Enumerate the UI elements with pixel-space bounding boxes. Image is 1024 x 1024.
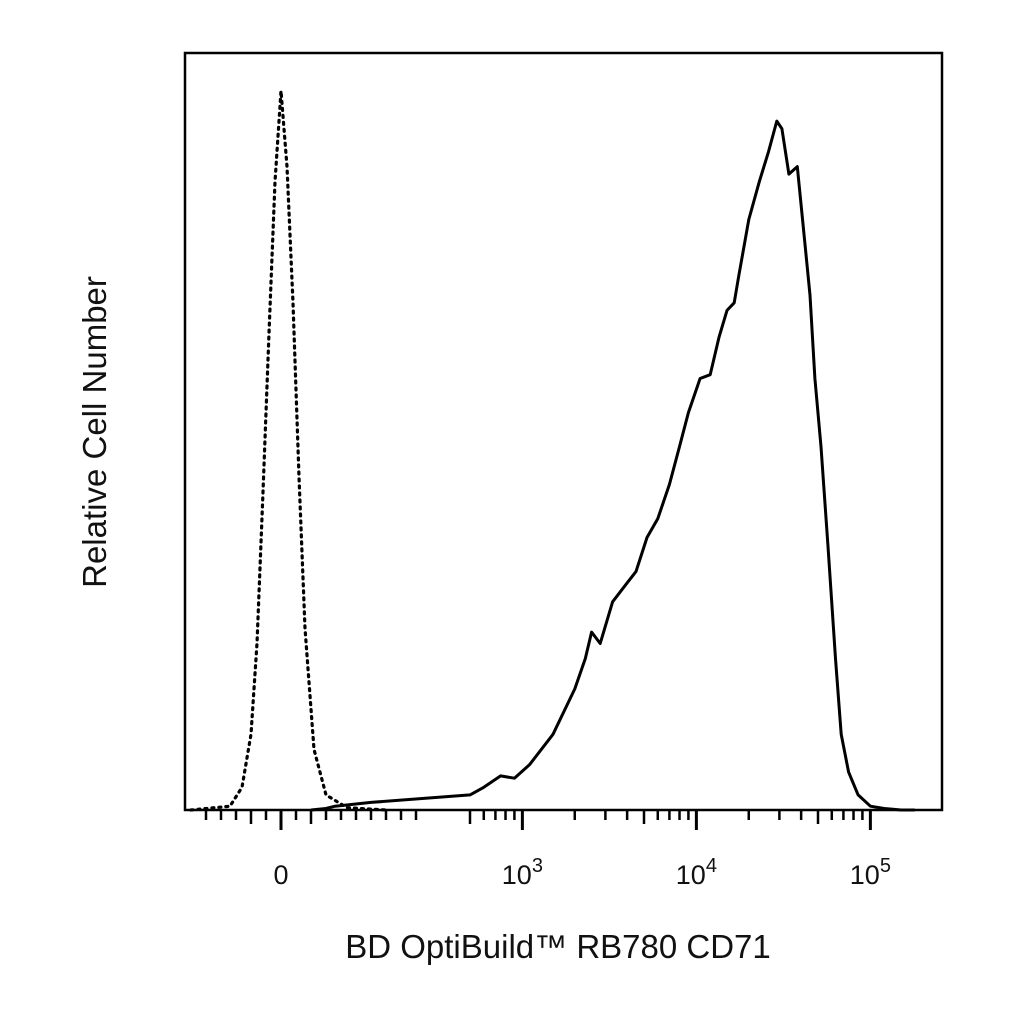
histogram-series-stained — [310, 119, 915, 812]
tick-label-base: 10 — [676, 860, 706, 890]
tick-label-exponent: 4 — [706, 855, 717, 877]
tick-label-base: 10 — [850, 860, 880, 890]
histogram-series-control — [189, 89, 388, 812]
plot-frame — [183, 51, 944, 812]
tick-label-exponent: 3 — [532, 855, 543, 877]
y-axis-label: Relative Cell Number — [76, 276, 113, 588]
x-tick-label: 103 — [502, 855, 543, 890]
x-tick-label: 105 — [850, 855, 891, 890]
tick-label-exponent: 5 — [880, 855, 891, 877]
tick-label-base: 0 — [273, 860, 288, 890]
x-axis-label: BD OptiBuild™ RB780 CD71 — [345, 928, 771, 965]
x-tick-labels: 0 103 104 105 — [273, 855, 890, 890]
x-tick-label: 0 — [273, 860, 288, 890]
tick-label-base: 10 — [502, 860, 532, 890]
x-tick-label: 104 — [676, 855, 717, 890]
series-layer — [189, 89, 915, 812]
x-minor-ticks — [204, 810, 864, 824]
x-major-ticks — [279, 810, 872, 830]
